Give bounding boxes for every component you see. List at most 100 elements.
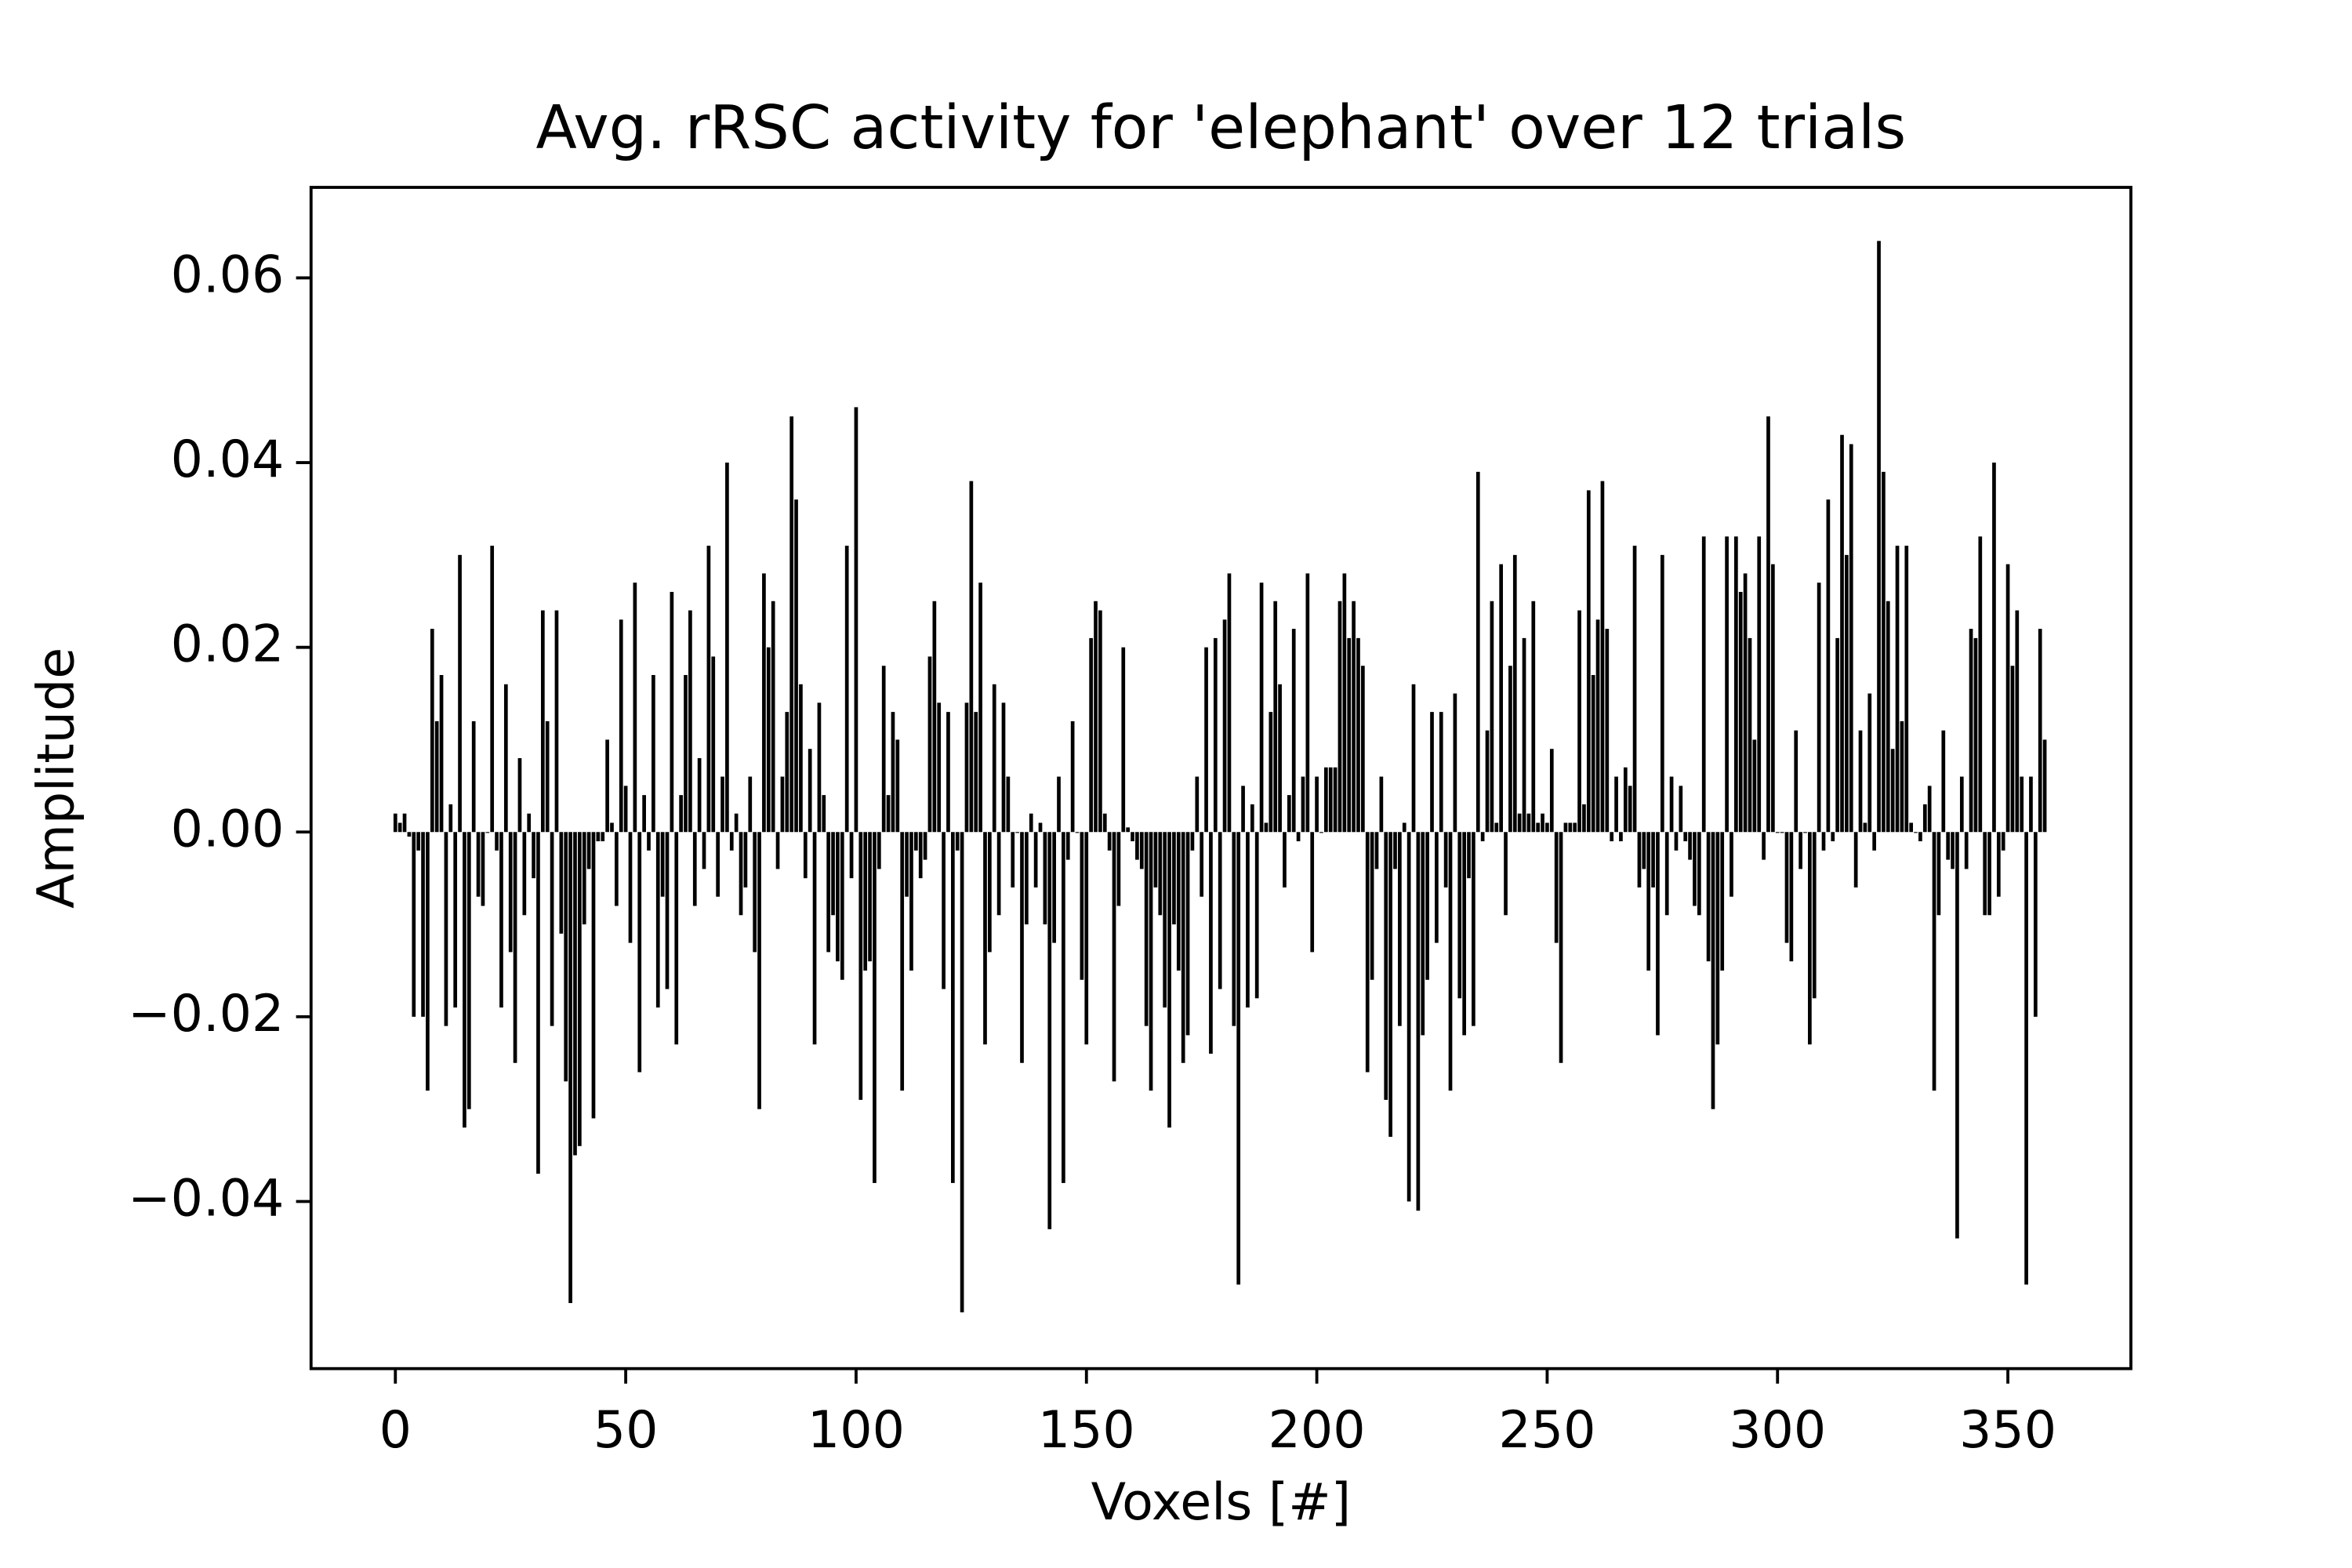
bar (1163, 832, 1167, 1008)
bar (996, 832, 1001, 916)
bar (748, 776, 753, 833)
bar (1254, 832, 1259, 999)
bar (1554, 832, 1559, 943)
bar (1582, 804, 1586, 833)
bar (1890, 749, 1895, 833)
bar (1043, 832, 1047, 925)
bar (702, 832, 706, 869)
bar (1356, 637, 1360, 833)
bar (803, 832, 808, 879)
bar (582, 832, 586, 925)
bar (1301, 776, 1305, 833)
bar (1379, 776, 1384, 833)
bar (1033, 832, 1038, 887)
bar (950, 832, 955, 1183)
bar (1914, 832, 1918, 833)
bar (1586, 490, 1591, 833)
bar (1669, 776, 1674, 833)
bar (826, 832, 831, 953)
bar (652, 675, 655, 833)
bar (508, 832, 513, 953)
bar (1135, 832, 1139, 860)
bar (1522, 637, 1526, 833)
bar (421, 832, 425, 1017)
bar (642, 795, 646, 833)
bar (1886, 601, 1890, 833)
y-tick-label: 0.00 (171, 800, 285, 858)
bar (877, 832, 881, 869)
bar (1490, 601, 1494, 833)
bar (1642, 832, 1646, 869)
bar (836, 832, 840, 962)
bar (1057, 776, 1061, 833)
bar (1701, 536, 1706, 833)
x-axis-label: Voxels [#] (1091, 1473, 1351, 1532)
bar (2024, 832, 2028, 1285)
bar (1264, 822, 1269, 833)
bar (2020, 776, 2024, 833)
bar (840, 832, 844, 980)
bar (1227, 573, 1232, 833)
bar (444, 832, 448, 1026)
bar (1472, 832, 1475, 1026)
bar (1416, 832, 1421, 1211)
bar (1664, 832, 1669, 916)
bar (1144, 832, 1149, 1026)
bar (1775, 832, 1780, 833)
bar (891, 712, 895, 833)
bar (1757, 536, 1762, 833)
bar (1315, 776, 1319, 833)
bar (1116, 832, 1121, 906)
bar (1283, 832, 1287, 887)
bar (1559, 832, 1563, 1063)
bar (757, 832, 761, 1109)
bar (1798, 832, 1802, 869)
bar (1936, 832, 1941, 916)
bar (1443, 832, 1448, 887)
bar (679, 795, 683, 833)
bar (1748, 637, 1752, 833)
bar (522, 832, 527, 916)
y-axis-label: Amplitude (27, 648, 86, 909)
bar (1693, 832, 1697, 906)
bar (1089, 637, 1093, 833)
bar (1715, 832, 1720, 1045)
bar (974, 712, 978, 833)
bar (1632, 546, 1637, 833)
bar (1969, 629, 1973, 833)
bar (586, 832, 591, 869)
bar (1808, 832, 1812, 1045)
bar (905, 832, 909, 897)
bar (577, 832, 582, 1146)
bar (568, 832, 572, 1304)
bar (527, 813, 532, 833)
bar (1112, 832, 1116, 1082)
bar (1278, 684, 1282, 833)
bar (2033, 832, 2038, 1017)
bar (2038, 629, 2042, 833)
bar (1421, 832, 1425, 1036)
bar (766, 647, 771, 833)
bar (448, 804, 453, 833)
bar (1706, 832, 1711, 962)
bar (1402, 822, 1406, 833)
bar (1831, 832, 1835, 842)
bar (762, 573, 766, 833)
bar (753, 832, 757, 953)
bar (660, 832, 665, 897)
bar (1167, 832, 1171, 1128)
bar (1835, 637, 1839, 833)
bar (439, 675, 444, 833)
bar (988, 832, 992, 953)
bar (1646, 832, 1651, 971)
bar (2010, 666, 2015, 833)
bar (1789, 832, 1794, 962)
bar (913, 832, 918, 851)
bar (647, 832, 651, 851)
bar (1656, 832, 1660, 1036)
bar (1941, 730, 1946, 833)
bar (1845, 554, 1849, 833)
bar (960, 832, 964, 1312)
bar (964, 702, 969, 833)
